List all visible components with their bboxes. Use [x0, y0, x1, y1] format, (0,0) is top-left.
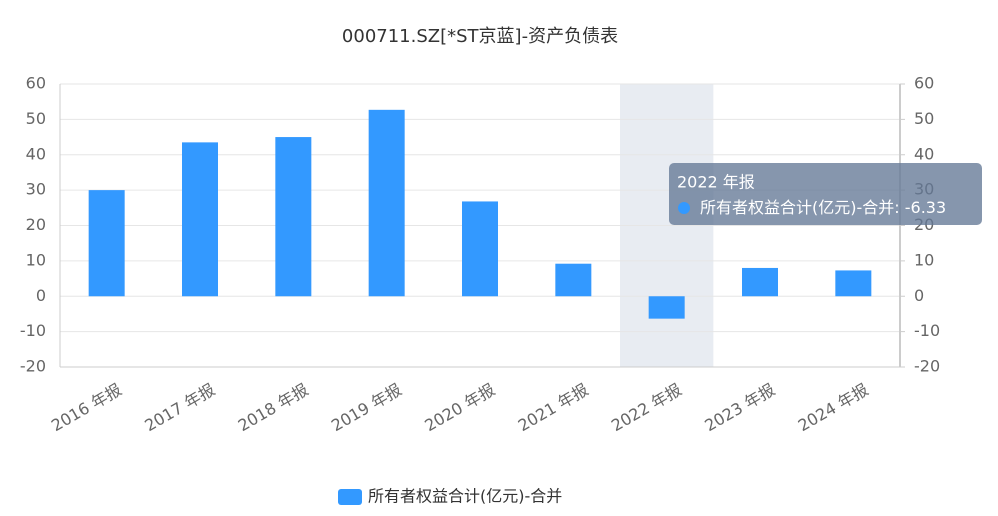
- x-tick-label: 2017 年报: [141, 380, 218, 435]
- bar: [275, 137, 312, 297]
- bar: [835, 270, 872, 297]
- y-tick-label: 30: [26, 180, 46, 199]
- bar: [555, 263, 592, 297]
- y-tick-label: -20: [20, 357, 46, 376]
- bar: [648, 296, 685, 319]
- x-tick-label: 2020 年报: [421, 380, 498, 435]
- y-tick-label: 50: [26, 109, 46, 128]
- bar: [462, 201, 498, 297]
- legend-swatch: [338, 489, 362, 505]
- bar: [88, 190, 125, 297]
- y-tick-label: 40: [26, 144, 46, 163]
- y-tick-label: 0: [36, 286, 46, 305]
- y-tick-label: 10: [26, 250, 46, 269]
- tooltip-value: -6.33: [905, 198, 946, 217]
- y2-tick-label: -20: [914, 357, 940, 376]
- bar: [182, 142, 218, 297]
- bar: [368, 109, 405, 297]
- y2-tick-label: 40: [914, 144, 934, 163]
- x-tick-label: 2018 年报: [235, 380, 312, 435]
- tooltip-title: 2022 年报: [677, 173, 755, 192]
- tooltip-box: [669, 163, 982, 225]
- tooltip-text: 所有者权益合计(亿元)-合并: -6.33: [700, 198, 946, 217]
- legend-label: 所有者权益合计(亿元)-合并: [368, 487, 562, 506]
- tooltip-dot: [678, 202, 690, 214]
- y2-tick-label: 10: [914, 250, 934, 269]
- tooltip-sep: :: [894, 198, 904, 217]
- y2-tick-label: -10: [914, 321, 940, 340]
- y-tick-label: 60: [26, 74, 46, 93]
- x-tick-label: 2019 年报: [328, 380, 405, 435]
- bar: [742, 267, 778, 297]
- y-tick-label: -10: [20, 321, 46, 340]
- y2-tick-label: 0: [914, 286, 924, 305]
- y-tick-label: 20: [26, 215, 46, 234]
- x-tick-label: 2024 年报: [795, 380, 872, 435]
- y2-tick-label: 60: [914, 74, 934, 93]
- x-tick-label: 2023 年报: [701, 380, 778, 435]
- chart-title: 000711.SZ[*ST京蓝]-资产负债表: [342, 26, 618, 47]
- x-tick-label: 2021 年报: [515, 380, 592, 435]
- x-tick-label: 2022 年报: [608, 380, 685, 435]
- y2-tick-label: 50: [914, 109, 934, 128]
- x-tick-label: 2016 年报: [48, 380, 125, 435]
- tooltip-series: 所有者权益合计(亿元)-合并: [700, 198, 894, 217]
